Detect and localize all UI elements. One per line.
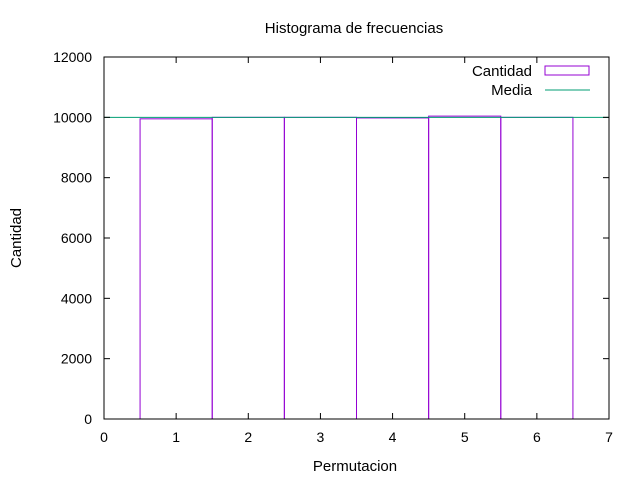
y-tick-label: 4000: [61, 290, 92, 306]
y-tick-label: 2000: [61, 351, 92, 367]
y-tick-label: 0: [84, 411, 92, 427]
bar-5: [428, 115, 502, 420]
bar-1: [139, 118, 213, 420]
chart-title: Histograma de frecuencias: [265, 20, 443, 37]
x-tick-label: 0: [100, 429, 108, 445]
y-tick-label: 6000: [61, 230, 92, 246]
legend: Cantidad Media: [472, 63, 590, 99]
x-tick-label: 5: [461, 429, 469, 445]
x-tick-label: 2: [244, 429, 252, 445]
x-tick-label: 6: [533, 429, 541, 445]
y-tick-label: 10000: [53, 109, 92, 125]
bar-6: [500, 116, 574, 420]
legend-swatch-cantidad: [544, 65, 590, 76]
legend-label-cantidad: Cantidad: [472, 63, 532, 80]
x-tick-label: 1: [172, 429, 180, 445]
bar-3: [283, 116, 358, 420]
x-tick-label: 3: [317, 429, 325, 445]
y-axis-title: Cantidad: [8, 208, 25, 268]
plot-frame: [103, 56, 610, 420]
bar-2: [211, 116, 285, 420]
ticks-layer: 0 1 2 3 4 5 6 7 0 2000 4000 6000 8000 10000 12000: [53, 49, 613, 445]
x-axis-title: Permutacion: [313, 458, 397, 475]
bar-4: [356, 117, 430, 420]
x-tick-label: 7: [605, 429, 613, 445]
y-tick-label: 8000: [61, 170, 92, 186]
legend-label-media: Media: [491, 82, 533, 99]
bars-layer: [139, 115, 574, 420]
x-tick-label: 4: [389, 429, 397, 445]
y-tick-label: 12000: [53, 49, 92, 65]
